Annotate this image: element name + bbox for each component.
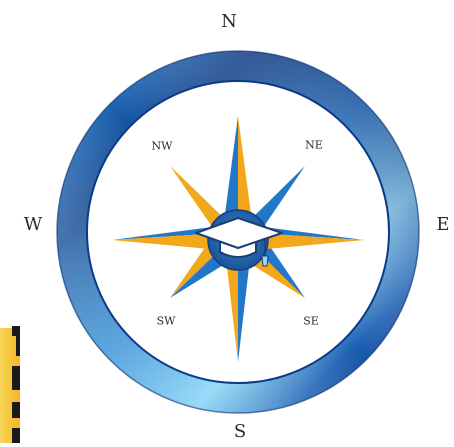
east-label: E	[436, 214, 450, 235]
north-label: N	[221, 11, 237, 32]
northwest-label: NW	[151, 139, 173, 153]
northeast-label: NE	[305, 138, 323, 152]
side-card	[0, 326, 20, 443]
south-label: S	[233, 421, 247, 442]
compass-ring	[56, 50, 420, 414]
southwest-label: SW	[156, 314, 176, 328]
graduation-cap-icon	[195, 217, 283, 267]
west-label: W	[23, 214, 43, 235]
southeast-label: SE	[303, 314, 319, 328]
